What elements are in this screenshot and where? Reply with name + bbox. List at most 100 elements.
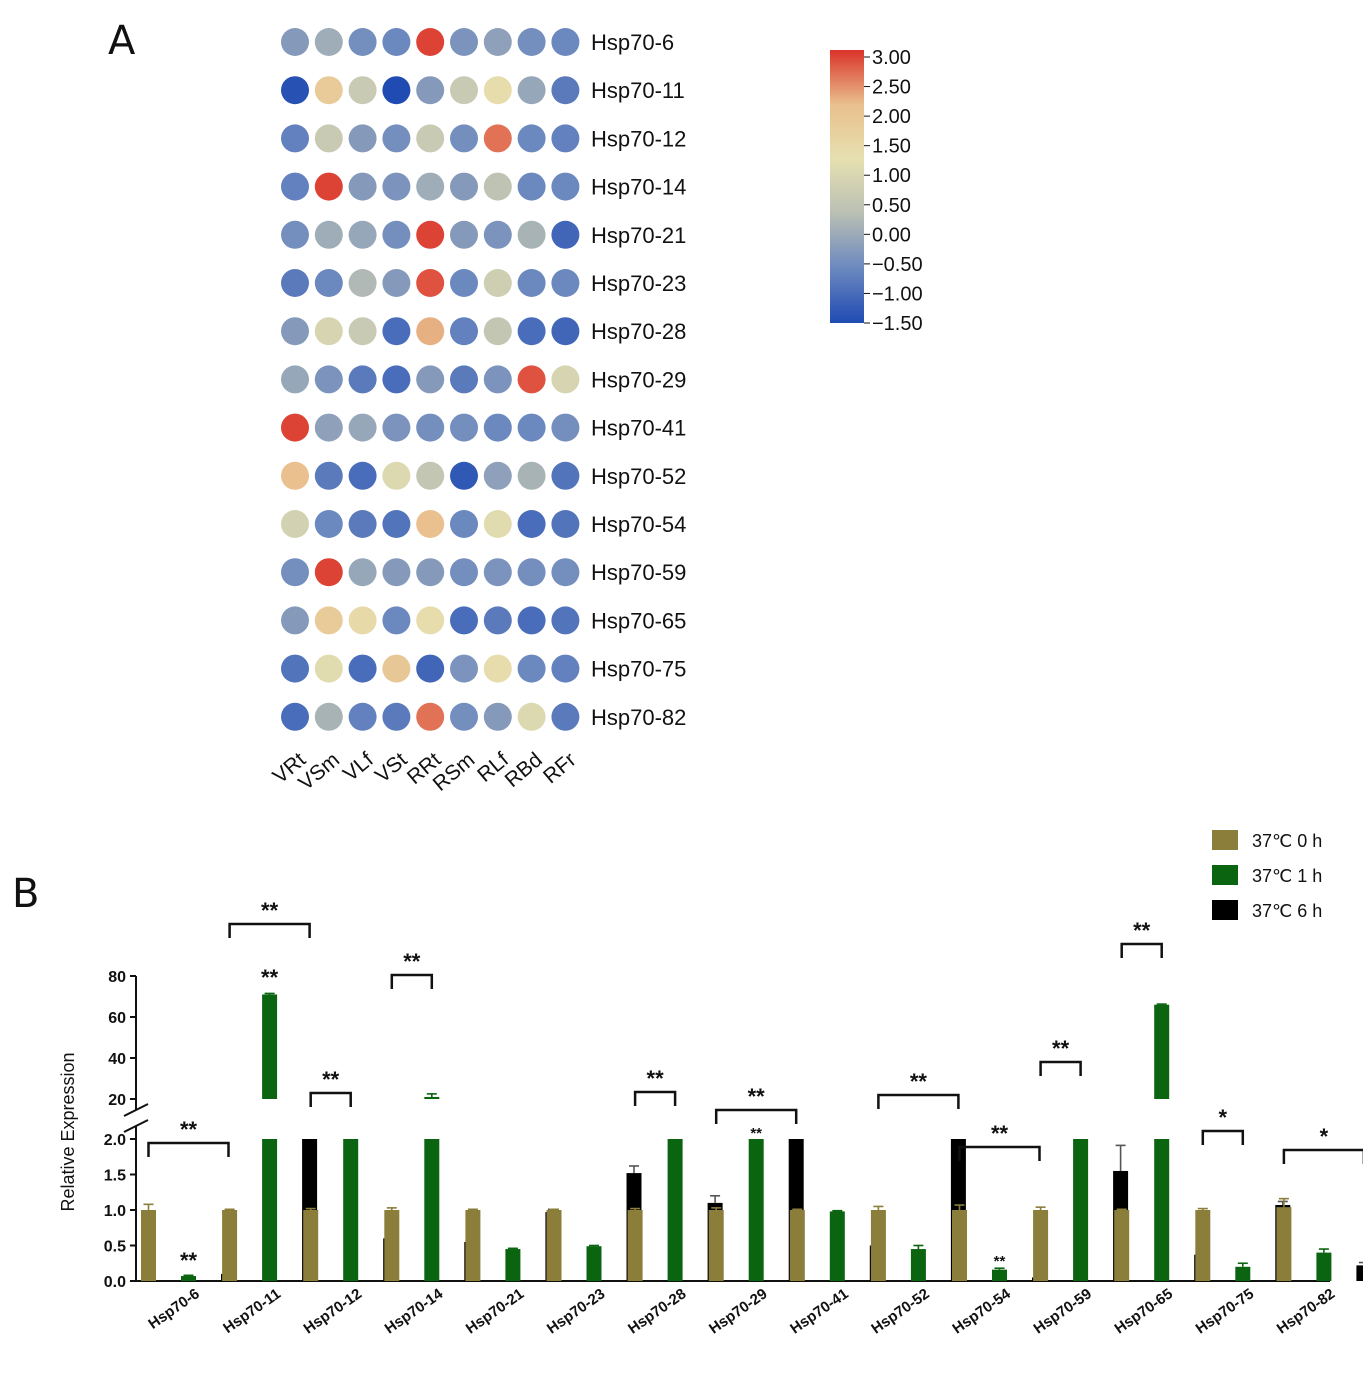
significance-bracket [958,1145,1041,1161]
heatmap: Hsp70-6 Hsp70-11 Hsp70-12 Hsp70-14 Hsp70-21 H… [269,28,686,796]
heatmap-cell [314,510,343,538]
heatmap-cell [348,365,377,394]
heatmap-cell [450,172,478,201]
bar [910,1249,926,1281]
significance-label: ** [322,1067,340,1092]
heatmap-cell [382,76,411,105]
heatmap-cell [483,172,512,201]
heatmap-col-label: VLf [339,748,378,786]
heatmap-cell [281,269,309,297]
colorbar-tick-label: 2.50 [872,77,911,99]
heatmap-cell [281,413,309,442]
x-category-label: Hsp70-75 [1193,1285,1257,1337]
heatmap-cell [314,317,343,346]
heatmap-cell [382,461,411,490]
significance-label: ** [180,1117,198,1142]
heatmap-cell [382,365,411,394]
heatmap-cell [416,558,445,587]
heatmap-cell [483,606,512,635]
heatmap-row-label: Hsp70-75 [591,657,686,682]
heatmap-cell [382,172,411,201]
significance-bracket [309,1091,352,1107]
heatmap-cell [348,606,377,635]
heatmap-cell [416,317,445,346]
heatmap-cell [517,606,546,635]
heatmap-cell [314,269,343,297]
significance-label: ** [1133,918,1151,943]
bar [1195,1210,1211,1281]
x-category-label: Hsp70-23 [544,1285,608,1337]
heatmap-row-label: Hsp70-12 [591,126,686,151]
bar [1316,1252,1332,1281]
heatmap-cell [517,124,546,153]
heatmap-row-label: Hsp70-6 [591,30,674,55]
heatmap-cell [416,124,445,153]
heatmap-cell [517,76,546,105]
heatmap-cell [450,220,478,249]
heatmap-row-label: Hsp70-59 [591,560,686,585]
heatmap-row-label: Hsp70-11 [591,78,685,103]
heatmap-cell [450,124,478,153]
colorbar-tick-label: 1.50 [872,136,911,158]
heatmap-cell [450,365,478,394]
heatmap-cell [281,365,309,394]
heatmap-cell [551,510,580,538]
legend-swatch [1212,865,1238,885]
heatmap-cell [551,28,580,56]
colorbar-tick-label: 0.00 [872,224,911,246]
heatmap-row-label: Hsp70-41 [591,416,686,441]
bar [1235,1266,1251,1281]
heatmap-cell [382,654,411,683]
heatmap-col-label: RFr [539,748,581,788]
heatmap-row-label: Hsp70-14 [591,175,686,200]
colorbar-tick-label: 1.00 [872,165,911,187]
bar [546,1210,562,1281]
heatmap-cell [483,269,512,297]
heatmap-cell [551,269,580,297]
heatmap-cell [314,172,343,201]
significance-inner-label: ** [261,965,279,990]
bar [789,1210,805,1281]
heatmap-row-label: Hsp70-28 [591,319,686,344]
heatmap-cell [551,220,580,249]
y-tick-label: 20 [108,1092,126,1109]
heatmap-cell [551,413,580,442]
heatmap-cell [314,365,343,394]
heatmap-cell [382,124,411,153]
heatmap-cell [382,317,411,346]
bar [586,1246,602,1281]
heatmap-cell [416,510,445,538]
bar [870,1210,886,1281]
heatmap-cell [551,654,580,683]
heatmap-cell [450,461,478,490]
heatmap-cell [348,413,377,442]
bar [708,1210,724,1281]
heatmap-cell [450,702,478,731]
heatmap-cell [382,702,411,731]
significance-label: ** [1052,1036,1070,1061]
significance-label: ** [991,1121,1009,1146]
heatmap-cell [551,76,580,105]
heatmap-cell [517,269,546,297]
axis-break-mark [123,1119,149,1133]
heatmap-cell [314,654,343,683]
bar [262,1139,278,1281]
heatmap-cell [483,365,512,394]
heatmap-cell [416,365,445,394]
legend-label: 37℃ 1 h [1252,866,1322,886]
y-tick-label: 0.0 [104,1274,126,1291]
significance-bracket [633,1090,677,1106]
heatmap-cell [314,124,343,153]
bar [667,1139,683,1281]
bar [1154,1139,1170,1281]
y-tick-label: 60 [108,1010,126,1027]
heatmap-cell [314,702,343,731]
bar [343,1139,359,1281]
significance-bracket [1039,1060,1082,1076]
heatmap-cell [551,702,580,731]
heatmap-cell [416,220,445,249]
bar-upper-segment [1154,1004,1170,1099]
significance-label: ** [403,949,421,974]
heatmap-cell [517,28,546,56]
bar [1276,1207,1292,1281]
